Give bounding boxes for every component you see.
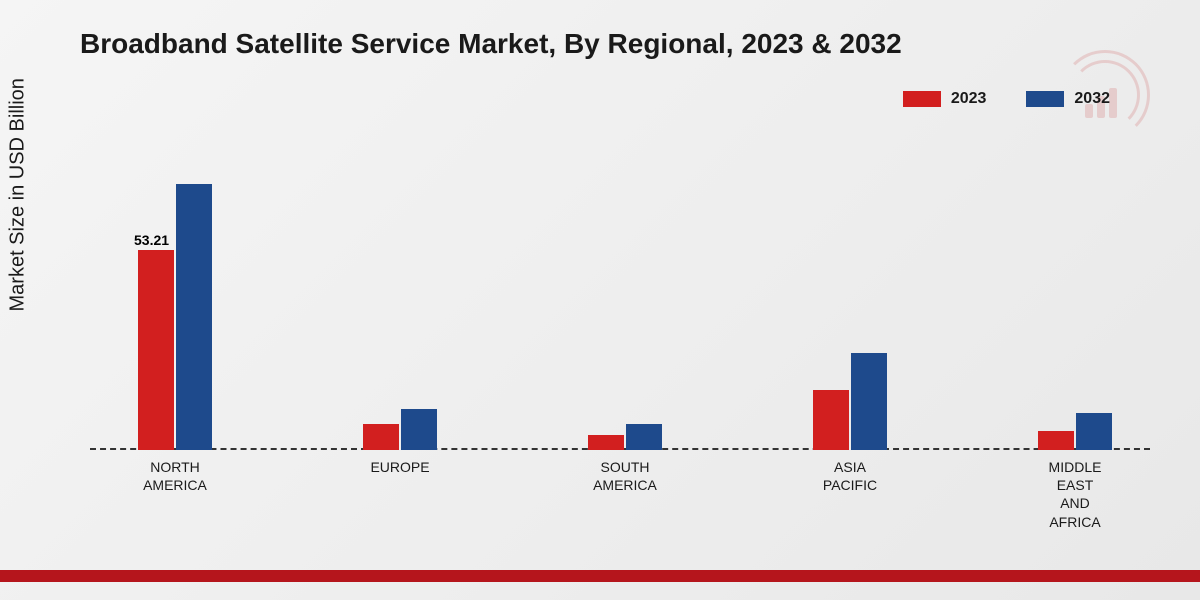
bar-2023 — [363, 424, 399, 450]
chart-plot-area: 53.21 — [90, 150, 1150, 450]
bar-group — [813, 353, 887, 451]
legend-label: 2032 — [1074, 90, 1110, 108]
bar-group — [138, 184, 212, 450]
bar-2032 — [401, 409, 437, 450]
y-axis-label: Market Size in USD Billion — [7, 78, 30, 311]
bar-group — [588, 424, 662, 450]
footer-accent-bar — [0, 570, 1200, 582]
x-axis-labels: NORTH AMERICA EUROPE SOUTH AMERICA ASIA PAC… — [90, 458, 1150, 538]
bar-2032 — [626, 424, 662, 450]
x-tick-label: MIDDLE EAST AND AFRICA — [1015, 458, 1135, 531]
legend-item: 2023 — [903, 90, 987, 108]
legend-label: 2023 — [951, 90, 987, 108]
x-tick-label: ASIA PACIFIC — [790, 458, 910, 494]
bar-2032 — [851, 353, 887, 451]
bar-value-label: 53.21 — [134, 232, 169, 248]
bar-group — [1038, 413, 1112, 451]
bar-2023 — [138, 250, 174, 450]
legend-swatch — [1026, 91, 1064, 107]
bar-2032 — [176, 184, 212, 450]
legend-item: 2032 — [1026, 90, 1110, 108]
x-tick-label: EUROPE — [340, 458, 460, 476]
chart-title: Broadband Satellite Service Market, By R… — [80, 28, 902, 60]
bar-2023 — [813, 390, 849, 450]
bar-2032 — [1076, 413, 1112, 451]
x-tick-label: SOUTH AMERICA — [565, 458, 685, 494]
bar-group — [363, 409, 437, 450]
legend: 2023 2032 — [903, 90, 1110, 108]
x-tick-label: NORTH AMERICA — [115, 458, 235, 494]
legend-swatch — [903, 91, 941, 107]
bar-2023 — [588, 435, 624, 450]
bar-2023 — [1038, 431, 1074, 450]
